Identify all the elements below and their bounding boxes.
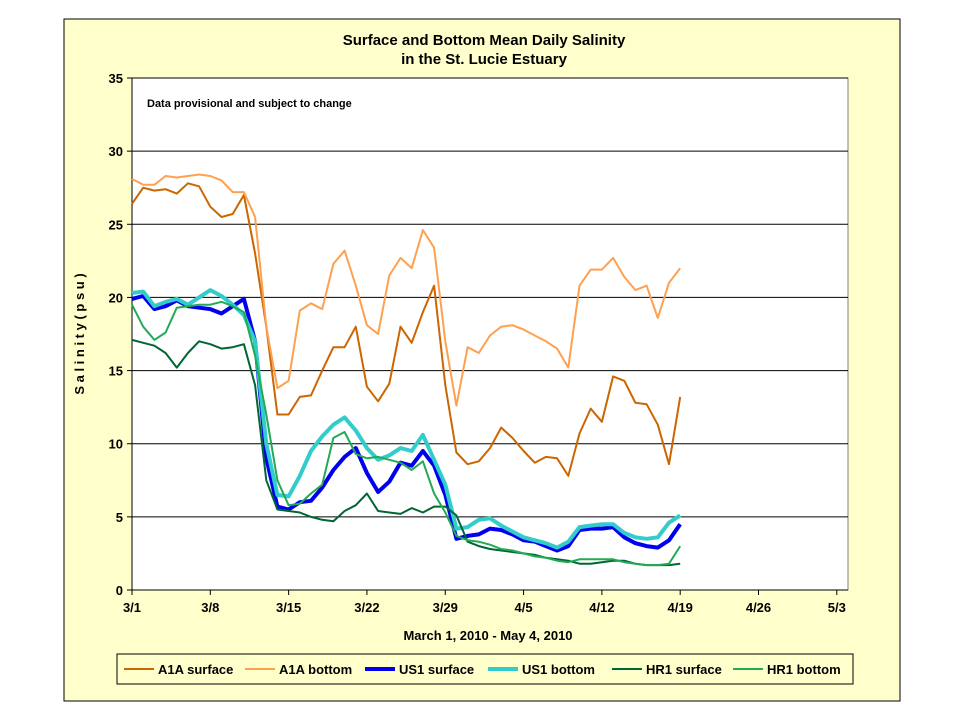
series-line-hr1-bottom — [131, 300, 682, 567]
series-line-us1-bottom — [131, 288, 682, 550]
series-line-a1a-bottom — [131, 173, 681, 407]
series-lines — [131, 173, 682, 567]
y-tick-label: 20 — [109, 290, 123, 305]
gridlines — [131, 77, 848, 591]
series-line-us1-surface — [131, 294, 682, 553]
x-tick-label: 3/8 — [201, 600, 219, 615]
x-axis-title: March 1, 2010 - May 4, 2010 — [403, 628, 572, 643]
y-tick-label: 0 — [116, 583, 123, 598]
x-tick-label: 4/12 — [589, 600, 614, 615]
provisional-note: Data provisional and subject to change — [147, 98, 352, 110]
legend-label: HR1 surface — [646, 662, 722, 677]
legend: A1A surface A1A bottom US1 surface US1 bott… — [124, 662, 841, 677]
y-tick-label: 5 — [116, 510, 123, 525]
y-axis-ticks: 0 5 10 15 20 25 30 35 — [109, 71, 132, 598]
y-axis-title: S a l i n i t y ( p s u ) — [72, 273, 87, 394]
chart-title-line1: Surface and Bottom Mean Daily Salinity — [343, 32, 626, 49]
x-tick-label: 3/29 — [433, 600, 458, 615]
y-tick-label: 15 — [109, 364, 123, 379]
x-tick-label: 3/1 — [123, 600, 141, 615]
x-tick-label: 3/22 — [354, 600, 379, 615]
legend-label: A1A bottom — [279, 662, 352, 677]
legend-label: US1 bottom — [522, 662, 595, 677]
series-line-hr1-surface — [131, 338, 681, 567]
x-tick-label: 4/26 — [746, 600, 771, 615]
legend-label: US1 surface — [399, 662, 474, 677]
x-tick-label: 5/3 — [828, 600, 846, 615]
legend-label: A1A surface — [158, 662, 233, 677]
y-tick-label: 25 — [109, 217, 123, 232]
chart-title-line2: in the St. Lucie Estuary — [401, 51, 568, 68]
x-tick-label: 3/15 — [276, 600, 301, 615]
x-tick-label: 4/5 — [515, 600, 533, 615]
y-tick-label: 10 — [109, 437, 123, 452]
legend-label: HR1 bottom — [767, 662, 841, 677]
x-tick-label: 4/19 — [668, 600, 693, 615]
series-line-a1a-surface — [131, 182, 682, 477]
y-tick-label: 30 — [109, 144, 123, 159]
x-axis-ticks: 3/1 3/8 3/15 3/22 3/29 4/5 4/12 4/19 4/26 5/3 — [123, 590, 846, 615]
plot-area — [131, 77, 849, 591]
y-tick-label: 35 — [109, 71, 123, 86]
legend-box — [116, 653, 854, 685]
